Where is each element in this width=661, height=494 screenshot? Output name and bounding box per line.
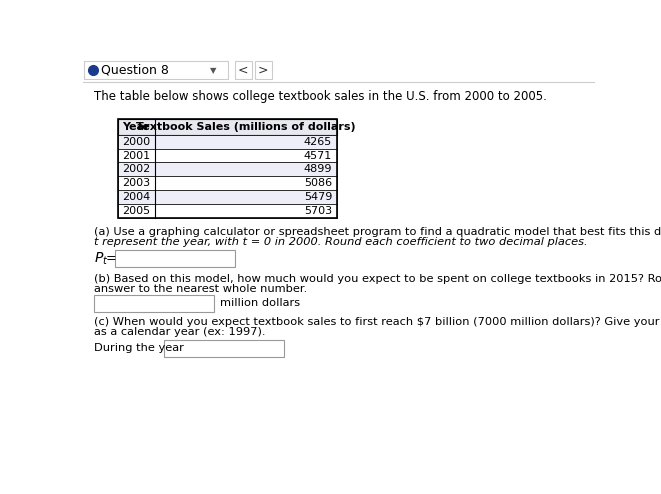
Text: million dollars: million dollars	[220, 298, 300, 308]
Text: 2002: 2002	[122, 165, 150, 174]
Text: Textbook Sales (millions of dollars): Textbook Sales (millions of dollars)	[136, 122, 356, 132]
FancyBboxPatch shape	[118, 176, 337, 190]
FancyBboxPatch shape	[118, 204, 337, 218]
FancyBboxPatch shape	[118, 135, 337, 149]
Text: 2001: 2001	[122, 151, 150, 161]
Text: Question 8: Question 8	[101, 64, 169, 77]
FancyBboxPatch shape	[118, 163, 337, 176]
Text: t represent the year, with t = 0 in 2000. Round each coefficient to two decimal : t represent the year, with t = 0 in 2000…	[95, 237, 588, 247]
Text: answer to the nearest whole number.: answer to the nearest whole number.	[95, 284, 307, 294]
FancyBboxPatch shape	[164, 339, 284, 357]
Text: 2000: 2000	[122, 137, 150, 147]
Text: 5086: 5086	[304, 178, 332, 188]
FancyBboxPatch shape	[115, 250, 235, 267]
Text: 4899: 4899	[303, 165, 332, 174]
Text: 2005: 2005	[122, 206, 150, 216]
FancyBboxPatch shape	[95, 295, 214, 312]
Text: (a) Use a graphing calculator or spreadsheet program to find a quadratic model t: (a) Use a graphing calculator or spreads…	[95, 227, 661, 237]
FancyBboxPatch shape	[235, 61, 252, 80]
Text: The table below shows college textbook sales in the U.S. from 2000 to 2005.: The table below shows college textbook s…	[95, 90, 547, 103]
Text: 2003: 2003	[122, 178, 150, 188]
Text: Year: Year	[122, 122, 150, 132]
FancyBboxPatch shape	[254, 61, 272, 80]
Text: During the year: During the year	[95, 343, 184, 353]
Text: $P_t$: $P_t$	[95, 250, 109, 267]
Text: =: =	[106, 252, 116, 265]
Text: 5479: 5479	[304, 192, 332, 202]
Text: (b) Based on this model, how much would you expect to be spent on college textbo: (b) Based on this model, how much would …	[95, 274, 661, 284]
Text: >: >	[258, 64, 268, 77]
Text: <: <	[238, 64, 249, 77]
FancyBboxPatch shape	[118, 149, 337, 163]
Text: 4265: 4265	[304, 137, 332, 147]
Text: 5703: 5703	[304, 206, 332, 216]
Text: 2004: 2004	[122, 192, 150, 202]
Text: ▼: ▼	[210, 66, 216, 75]
Text: (c) When would you expect textbook sales to first reach $7 billion (7000 million: (c) When would you expect textbook sales…	[95, 317, 661, 327]
Text: 4571: 4571	[304, 151, 332, 161]
FancyBboxPatch shape	[118, 190, 337, 204]
Text: as a calendar year (ex: 1997).: as a calendar year (ex: 1997).	[95, 327, 266, 337]
FancyBboxPatch shape	[84, 61, 227, 80]
FancyBboxPatch shape	[118, 120, 337, 135]
